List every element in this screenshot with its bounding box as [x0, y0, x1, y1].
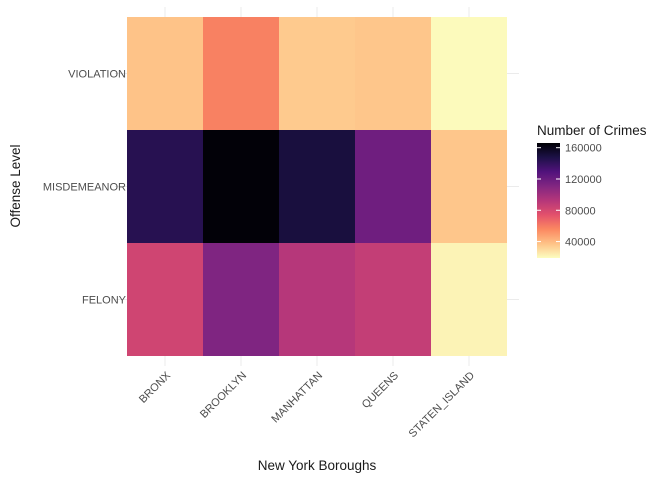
- legend-tick-label: 80000: [565, 205, 596, 217]
- y-tick-label: VIOLATION: [68, 69, 126, 81]
- legend-title: Number of Crimes: [537, 123, 647, 138]
- x-axis-title: New York Boroughs: [258, 458, 377, 473]
- legend-ticks: 40000 80000 120000 160000: [537, 143, 602, 249]
- heatmap-cell-violation-manhattan: [279, 17, 355, 130]
- legend-colorbar: [537, 143, 560, 258]
- heatmap-cell-violation-queens: [355, 17, 431, 130]
- x-tick-label: MANHATTAN: [269, 370, 325, 426]
- heatmap-cell-felony-brooklyn: [203, 243, 279, 356]
- heatmap-cell-violation-staten-island: [431, 17, 507, 130]
- legend-tick-label: 160000: [565, 143, 602, 155]
- x-tick-label: QUEENS: [360, 370, 401, 411]
- legend-tick-label: 120000: [565, 174, 602, 186]
- x-tick-label: BROOKLYN: [198, 370, 249, 421]
- heatmap-cell-misdemeanor-manhattan: [279, 130, 355, 243]
- color-legend: Number of Crimes 40000 80000 120000 160000: [537, 123, 647, 258]
- heatmap-cell-misdemeanor-staten-island: [431, 130, 507, 243]
- heatmap-cell-felony-bronx: [127, 243, 203, 356]
- y-tick-label: MISDEMEANOR: [43, 182, 126, 194]
- x-tick-labels: BRONX BROOKLYN MANHATTAN QUEENS STATEN_ISLAN…: [137, 369, 477, 440]
- y-tick-labels: FELONY MISDEMEANOR VIOLATION: [43, 69, 127, 307]
- heatmap-cell-felony-staten-island: [431, 243, 507, 356]
- heatmap-cell-misdemeanor-bronx: [127, 130, 203, 243]
- y-tick-label: FELONY: [82, 295, 127, 307]
- x-tick-label: BRONX: [137, 369, 174, 406]
- y-axis-title: Offense Level: [8, 144, 23, 227]
- legend-tick-label: 40000: [565, 237, 596, 249]
- heatmap-cell-felony-manhattan: [279, 243, 355, 356]
- heatmap-cell-felony-queens: [355, 243, 431, 356]
- heatmap-cell-misdemeanor-brooklyn: [203, 130, 279, 243]
- x-tick-label: STATEN_ISLAND: [407, 370, 477, 440]
- heatmap-cell-violation-brooklyn: [203, 17, 279, 130]
- heatmap-cell-violation-bronx: [127, 17, 203, 130]
- heatmap-cell-misdemeanor-queens: [355, 130, 431, 243]
- heatmap-cells: [127, 17, 507, 356]
